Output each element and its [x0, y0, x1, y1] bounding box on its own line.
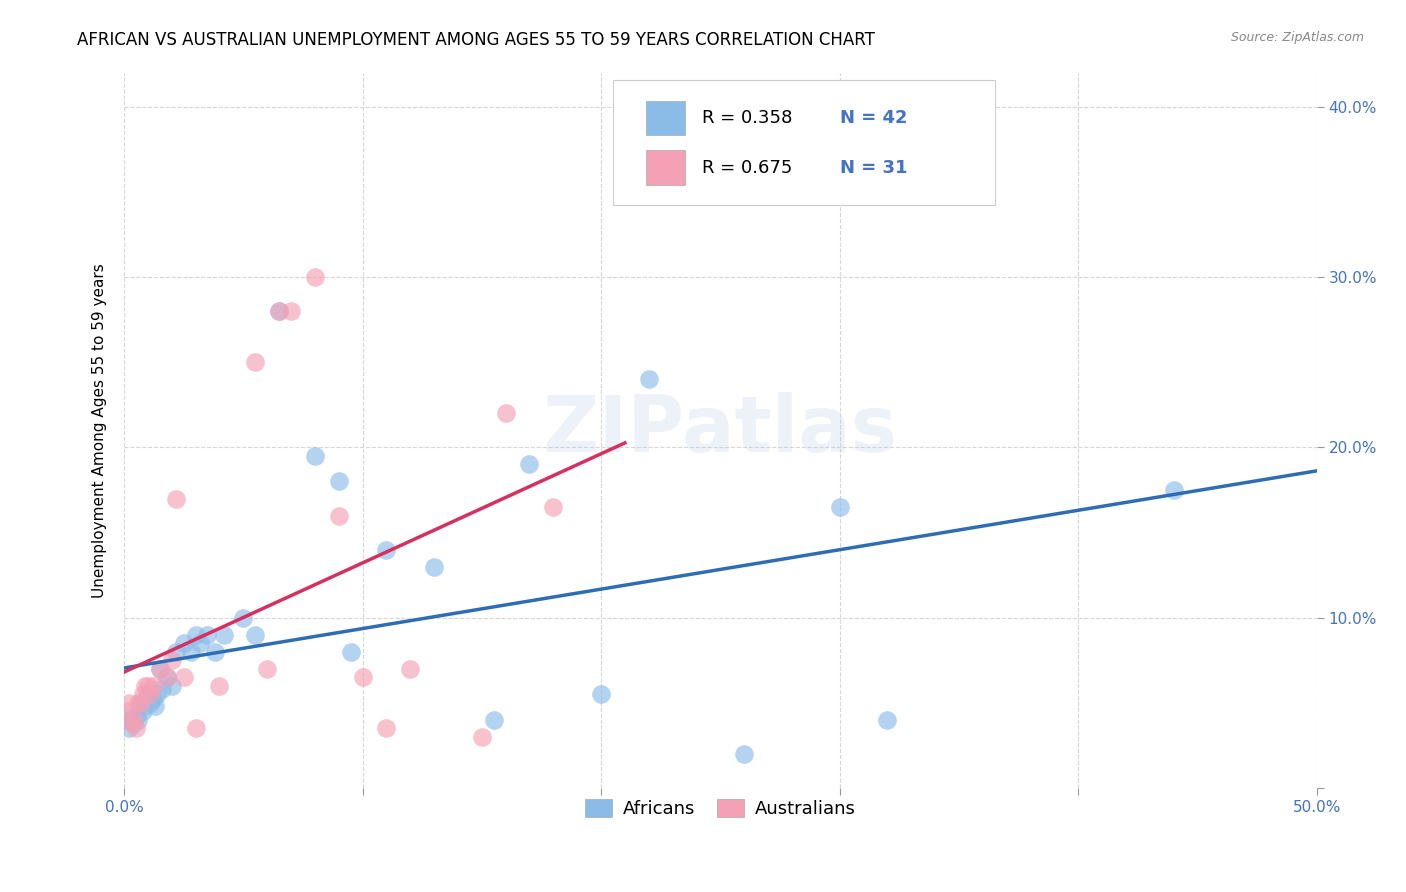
Text: AFRICAN VS AUSTRALIAN UNEMPLOYMENT AMONG AGES 55 TO 59 YEARS CORRELATION CHART: AFRICAN VS AUSTRALIAN UNEMPLOYMENT AMONG… [77, 31, 875, 49]
Point [399, 662, 422, 676]
Point [139, 696, 162, 710]
Text: R = 0.358: R = 0.358 [703, 109, 793, 127]
Point [173, 636, 195, 650]
Point [188, 636, 211, 650]
Point [129, 696, 152, 710]
Point [180, 645, 202, 659]
Point [495, 406, 517, 420]
Text: R = 0.675: R = 0.675 [703, 159, 793, 177]
Point [328, 508, 350, 523]
Point [243, 355, 266, 369]
Text: N = 31: N = 31 [839, 159, 907, 177]
Point [208, 679, 231, 693]
Point [352, 670, 374, 684]
Point [375, 542, 398, 557]
Point [197, 628, 219, 642]
Point [129, 696, 152, 710]
Point [125, 709, 148, 723]
Point [280, 304, 302, 318]
Point [146, 687, 169, 701]
Point [122, 716, 145, 731]
Point [118, 696, 141, 710]
Point [304, 270, 326, 285]
Point [136, 679, 159, 693]
Legend: Africans, Australians: Africans, Australians [578, 791, 863, 825]
Point [136, 687, 159, 701]
Point [637, 372, 659, 386]
Point [142, 679, 165, 693]
Point [543, 500, 565, 514]
Point [134, 679, 156, 693]
Point [204, 645, 226, 659]
Point [139, 687, 162, 701]
Point [160, 679, 183, 693]
Point [156, 670, 179, 684]
Point [232, 610, 254, 624]
Point [160, 653, 183, 667]
Point [184, 721, 207, 735]
Point [267, 304, 290, 318]
Point [828, 500, 851, 514]
Y-axis label: Unemployment Among Ages 55 to 59 years: Unemployment Among Ages 55 to 59 years [93, 263, 107, 598]
Point [125, 721, 148, 735]
Point [122, 713, 145, 727]
FancyBboxPatch shape [647, 151, 685, 185]
Point [339, 645, 361, 659]
Point [127, 696, 149, 710]
Text: N = 42: N = 42 [839, 109, 907, 127]
Point [120, 716, 142, 731]
FancyBboxPatch shape [647, 101, 685, 135]
Point [149, 662, 172, 676]
Point [142, 692, 165, 706]
Point [876, 713, 898, 727]
Point [304, 449, 326, 463]
Point [166, 491, 188, 506]
Point [184, 628, 207, 642]
Point [423, 559, 446, 574]
Point [150, 682, 173, 697]
Point [173, 670, 195, 684]
Point [733, 747, 755, 761]
Point [328, 475, 350, 489]
Point [375, 721, 398, 735]
Point [156, 670, 179, 684]
Text: Source: ZipAtlas.com: Source: ZipAtlas.com [1230, 31, 1364, 45]
FancyBboxPatch shape [613, 80, 994, 205]
Point [115, 704, 138, 718]
Point [132, 704, 155, 718]
Point [267, 304, 290, 318]
Point [132, 687, 155, 701]
Point [1163, 483, 1185, 497]
Point [127, 713, 149, 727]
Point [120, 713, 142, 727]
Point [212, 628, 235, 642]
Point [115, 713, 138, 727]
Point [149, 662, 172, 676]
Point [243, 628, 266, 642]
Text: ZIPatlas: ZIPatlas [543, 392, 898, 468]
Point [519, 458, 541, 472]
Point [134, 699, 156, 714]
Point [471, 730, 494, 744]
Point [482, 713, 505, 727]
Point [166, 645, 188, 659]
Point [589, 687, 612, 701]
Point [256, 662, 278, 676]
Point [118, 721, 141, 735]
Point [143, 699, 166, 714]
